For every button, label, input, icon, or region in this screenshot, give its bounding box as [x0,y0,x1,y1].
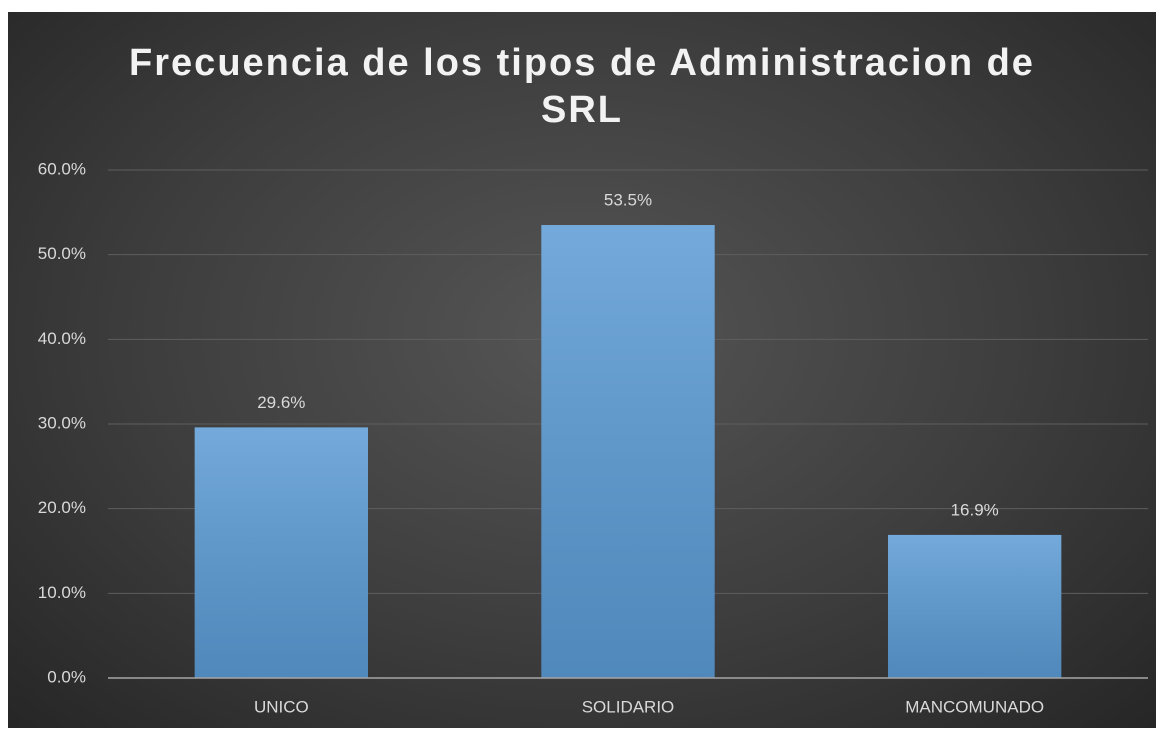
data-label: 29.6% [257,393,305,412]
bar-shade [541,225,715,679]
bar-shade [888,534,1062,678]
x-tick-label: SOLIDARIO [582,697,675,716]
y-tick-label: 30.0% [38,413,86,432]
bar-shade [194,427,368,678]
y-tick-label: 40.0% [38,329,86,348]
y-tick-label: 20.0% [38,498,86,517]
y-tick-label: 50.0% [38,244,86,263]
x-tick-label: MANCOMUNADO [905,697,1044,716]
y-tick-label: 10.0% [38,583,86,602]
y-tick-label: 60.0% [38,159,86,178]
y-tick-label: 0.0% [47,667,86,686]
data-label: 53.5% [604,191,652,210]
data-label: 16.9% [951,500,999,519]
x-tick-label: UNICO [254,697,309,716]
chart-title: Frecuencia de los tipos de Administracio… [129,42,1035,131]
